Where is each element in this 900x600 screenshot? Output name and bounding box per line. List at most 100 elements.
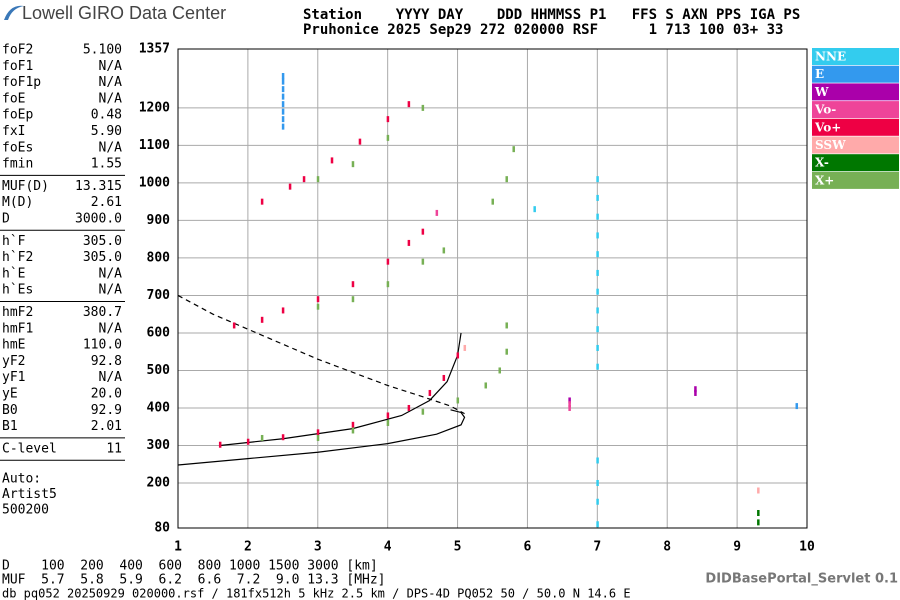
echo xyxy=(757,519,760,526)
plot-frame xyxy=(177,48,808,529)
echo xyxy=(316,296,320,303)
legend-label: NNE xyxy=(815,50,846,64)
y-tick-label: 800 xyxy=(147,250,171,265)
echo xyxy=(421,408,425,415)
echo xyxy=(596,288,599,295)
echo xyxy=(694,389,697,396)
echo xyxy=(568,401,571,408)
echo xyxy=(351,421,355,428)
param-name: foF2 xyxy=(2,43,33,58)
echo xyxy=(596,251,599,258)
param-name: C-level xyxy=(2,441,57,456)
param-name: yF1 xyxy=(2,370,25,385)
param-name: B1 xyxy=(2,419,18,434)
param-name: yF2 xyxy=(2,354,25,369)
param-value: 5.100 xyxy=(83,43,122,58)
echo xyxy=(260,434,264,441)
echo xyxy=(358,138,362,145)
param-value: N/A xyxy=(99,59,123,74)
header-line: Station YYYY DAY DDD HHMMSS P1 FFS S AXN… xyxy=(303,7,800,23)
y-tick-label: 700 xyxy=(147,288,171,303)
legend-swatch xyxy=(812,118,899,136)
echo xyxy=(757,509,760,516)
echo xyxy=(596,176,599,183)
distance-row: D 100 200 400 600 800 1000 1500 3000 [km… xyxy=(2,559,378,574)
y-tick-label: 900 xyxy=(147,213,171,228)
param-value: 305.0 xyxy=(83,234,122,249)
auto-info: 500200 xyxy=(2,503,49,518)
echo xyxy=(281,73,285,80)
profile-line xyxy=(219,332,462,447)
echo xyxy=(351,281,355,288)
file-info: db pq052 20250929 020000.rsf / 181fx512h… xyxy=(2,587,631,600)
param-name: foF1 xyxy=(2,59,33,74)
legend-label: W xyxy=(814,85,829,99)
echo xyxy=(316,303,320,310)
echo xyxy=(386,258,390,265)
legend-label: X- xyxy=(815,156,829,170)
auto-info: Artist5 xyxy=(2,487,57,502)
y-tick-label: 1000 xyxy=(139,175,170,190)
x-tick-label: 10 xyxy=(799,540,815,555)
param-value: 5.90 xyxy=(91,124,122,139)
echo xyxy=(435,209,439,216)
legend-label: E xyxy=(815,67,824,81)
x-tick-label: 7 xyxy=(593,540,601,555)
echo xyxy=(694,386,697,393)
param-value: 20.0 xyxy=(91,387,122,402)
echo xyxy=(505,348,508,355)
param-value: N/A xyxy=(99,266,123,281)
echo xyxy=(218,441,222,448)
param-name: B0 xyxy=(2,403,18,418)
echo xyxy=(351,427,355,434)
echo xyxy=(281,108,285,115)
legend-label: Vo- xyxy=(814,103,836,117)
param-name: h`F2 xyxy=(2,250,33,265)
legend-swatch xyxy=(812,136,899,154)
param-name: h`E xyxy=(2,266,25,281)
echo xyxy=(456,397,460,404)
echo xyxy=(505,176,508,183)
y-tick-label: 1100 xyxy=(139,138,170,153)
param-name: hmE xyxy=(2,338,25,353)
y-tick-label: 80 xyxy=(154,521,170,536)
echo xyxy=(596,213,599,220)
echo xyxy=(302,176,306,183)
echo xyxy=(596,457,599,464)
profile-line xyxy=(177,294,465,415)
param-value: 305.0 xyxy=(83,250,122,265)
y-tick-label: 1200 xyxy=(139,100,170,115)
x-tick-label: 6 xyxy=(524,540,532,555)
param-name: foE xyxy=(2,91,25,106)
echo xyxy=(463,344,467,351)
echo xyxy=(407,239,411,246)
x-tick-label: 4 xyxy=(384,540,392,555)
echo xyxy=(260,198,264,205)
param-value: N/A xyxy=(99,75,123,90)
echo xyxy=(386,419,390,426)
echo xyxy=(442,374,446,381)
x-tick-label: 5 xyxy=(454,540,462,555)
echo xyxy=(316,176,320,183)
param-name: hmF2 xyxy=(2,305,33,320)
legend-label: Vo+ xyxy=(814,120,841,134)
legend-swatch xyxy=(812,171,899,189)
echo xyxy=(351,296,355,303)
echo xyxy=(596,521,599,528)
echo xyxy=(596,344,599,351)
header-line: Pruhonice 2025 Sep29 272 020000 RSF 1 71… xyxy=(303,22,783,38)
param-name: D xyxy=(2,212,10,227)
legend-label: SSW xyxy=(815,138,846,152)
echo xyxy=(407,101,411,108)
echo xyxy=(596,269,599,276)
echo xyxy=(456,352,460,359)
echo xyxy=(596,307,599,314)
x-tick-label: 3 xyxy=(314,540,322,555)
x-tick-label: 8 xyxy=(663,540,671,555)
echo xyxy=(428,389,432,396)
echo xyxy=(281,116,285,123)
legend-swatch xyxy=(812,65,899,83)
echo xyxy=(288,183,292,190)
echo xyxy=(281,123,285,130)
param-name: h`F xyxy=(2,234,26,249)
